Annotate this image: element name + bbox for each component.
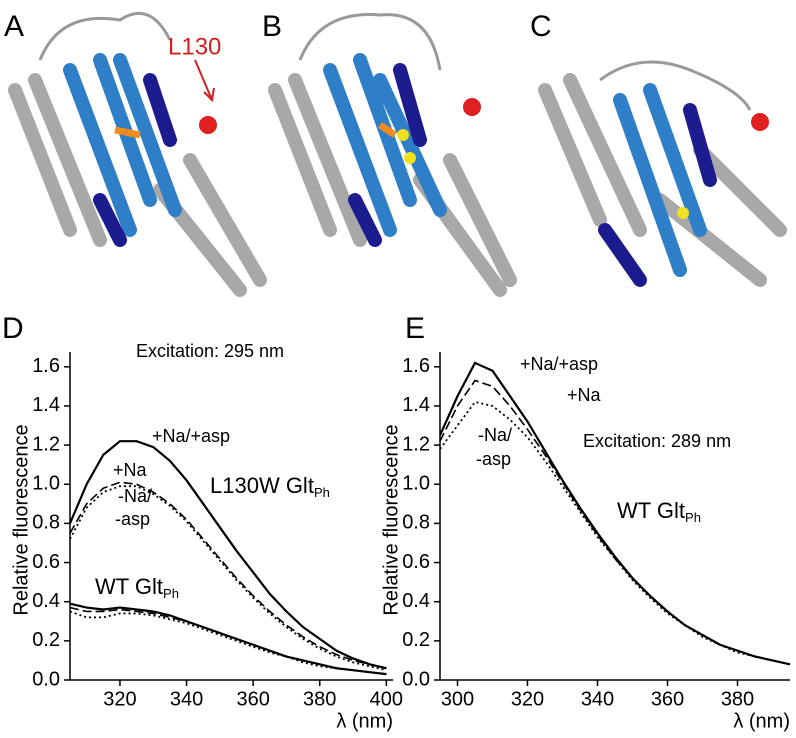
- y-tick-label: 1.4: [32, 394, 60, 416]
- y-tick-label: 1.6: [402, 355, 430, 377]
- annotation: WT GltPh: [617, 498, 701, 526]
- x-tick-label: 300: [441, 688, 474, 710]
- line-series: [69, 606, 387, 675]
- y-tick-label: 1.2: [402, 433, 430, 455]
- y-tick-label: 1.4: [402, 394, 430, 416]
- annotation: -asp: [115, 509, 150, 529]
- arrow: [194, 59, 215, 103]
- annotation: -Na/: [478, 425, 512, 445]
- y-axis-label: Relative fluorescence: [380, 424, 402, 615]
- x-tick-label: 380: [721, 688, 754, 710]
- structure-a: [8, 11, 267, 297]
- structure-c: [538, 60, 787, 287]
- y-tick-label: 0.2: [32, 629, 60, 651]
- annotation: +Na: [567, 385, 602, 405]
- y-tick-label: 0.6: [402, 551, 430, 573]
- annotation: L130W GltPh: [210, 473, 330, 501]
- line-series: [69, 481, 387, 670]
- line-series: [69, 485, 387, 672]
- x-tick-label: 340: [581, 688, 614, 710]
- x-tick-label: 320: [103, 688, 136, 710]
- y-tick-label: 0.0: [32, 668, 60, 690]
- x-tick-label: 360: [236, 688, 269, 710]
- annotation: WT GltPh: [95, 574, 179, 602]
- x-tick-label: 360: [651, 688, 684, 710]
- panel-label: E: [405, 312, 425, 345]
- subscript: Ph: [163, 586, 179, 601]
- x-tick-label: 400: [370, 688, 403, 710]
- y-tick-label: 0.0: [402, 668, 430, 690]
- y-tick-label: 1.6: [32, 355, 60, 377]
- panel-label: B: [262, 10, 282, 43]
- x-axis-label: λ (nm): [336, 710, 393, 732]
- y-tick-label: 1.0: [32, 473, 60, 495]
- annotation: Excitation: 289 nm: [583, 431, 731, 451]
- x-tick-label: 380: [303, 688, 336, 710]
- annotation: -Na/: [118, 486, 152, 506]
- y-tick-label: 1.2: [32, 433, 60, 455]
- y-axis-label: Relative fluorescence: [10, 424, 32, 615]
- y-tick-label: 0.4: [32, 590, 60, 612]
- annotation-text: WT Glt: [617, 498, 685, 523]
- y-tick-label: 0.8: [32, 512, 60, 534]
- x-tick-label: 320: [511, 688, 544, 710]
- line-series: [439, 379, 791, 666]
- y-tick-label: 0.4: [402, 590, 430, 612]
- subscript: Ph: [314, 485, 330, 500]
- subscript: Ph: [685, 510, 701, 525]
- y-tick-label: 0.6: [32, 551, 60, 573]
- y-tick-label: 0.8: [402, 512, 430, 534]
- annotation: -asp: [476, 449, 511, 469]
- annotation: +Na: [113, 460, 148, 480]
- annotation-text: WT Glt: [95, 574, 163, 599]
- structure-b: [268, 13, 517, 297]
- line-series: [438, 361, 791, 666]
- x-axis-label: λ (nm): [733, 710, 790, 732]
- panel-label: A: [4, 10, 24, 43]
- y-tick-label: 0.2: [402, 629, 430, 651]
- line-series: [69, 610, 387, 676]
- annotation: +Na/+asp: [152, 426, 230, 446]
- panel-label: C: [530, 10, 552, 43]
- annotation: Excitation: 295 nm: [136, 341, 284, 361]
- annotation-text: L130W Glt: [210, 473, 314, 498]
- line-series: [68, 440, 387, 670]
- residue-label: L130: [168, 33, 221, 60]
- x-tick-label: 340: [170, 688, 203, 710]
- y-tick-label: 1.0: [402, 473, 430, 495]
- panel-label: D: [2, 312, 24, 345]
- line-series: [69, 602, 387, 676]
- annotation: +Na/+asp: [520, 354, 598, 374]
